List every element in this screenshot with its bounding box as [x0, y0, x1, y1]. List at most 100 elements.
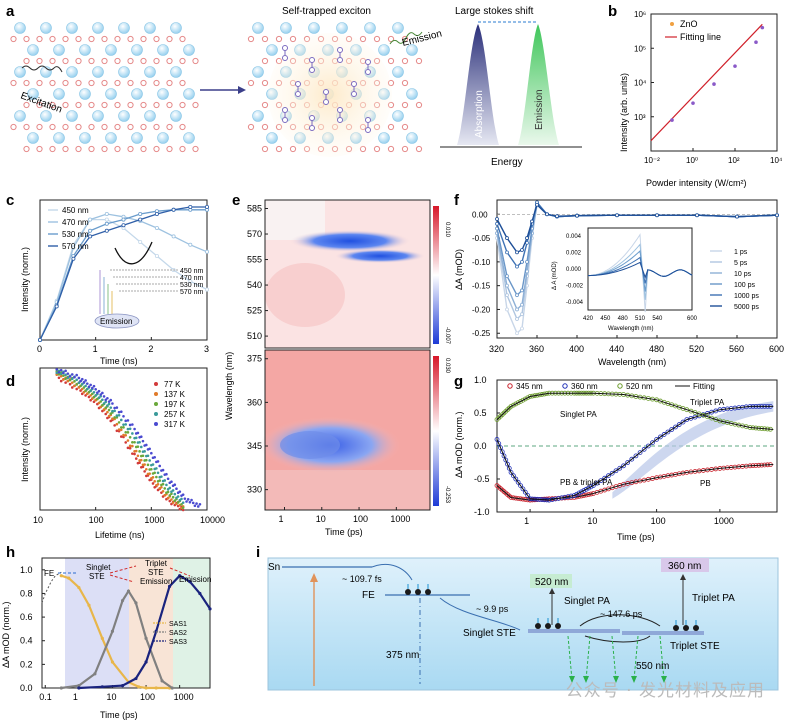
point-g: [629, 456, 635, 462]
nm550-label: 550 nm: [636, 661, 669, 672]
h-emission2: Emission: [179, 575, 211, 584]
tick-label-g-x: 10: [587, 516, 597, 526]
point-d: [64, 377, 67, 381]
tick-label-f-y: -0.25: [472, 329, 491, 338]
point-b: [754, 40, 758, 45]
lattice-atom: [170, 110, 182, 122]
point-d: [122, 433, 125, 437]
point-c: [71, 256, 76, 261]
lattice-atom: [40, 22, 52, 34]
point-h: [134, 601, 138, 605]
point-d: [91, 397, 94, 400]
point-g: [581, 488, 587, 493]
colorbar-top-min: -0.007: [444, 327, 450, 345]
point-d: [106, 410, 109, 414]
lattice-atom: [392, 110, 404, 122]
ste-dimer-atom: [323, 99, 329, 105]
h-arrow-3: [109, 574, 135, 583]
lattice-atom: [79, 132, 91, 144]
emission-tag-bubble: [94, 313, 140, 329]
lattice-anion: [387, 145, 395, 153]
fit-line-b: [650, 23, 763, 142]
inset-tick-f-x: 540: [652, 316, 663, 322]
xlabel-g: Time (ps): [617, 532, 655, 542]
point-d: [195, 502, 198, 505]
lattice-anion: [166, 123, 173, 131]
heatmap-bottom: [260, 350, 430, 510]
point-g: [625, 460, 631, 465]
point-f: [505, 274, 509, 279]
point-d: [193, 504, 197, 508]
lattice-anion: [401, 57, 409, 65]
point-h: [154, 686, 158, 690]
point-d: [150, 467, 153, 471]
excite-arrowhead: [310, 573, 318, 582]
point-d: [73, 380, 76, 383]
process-arrowhead: [238, 86, 246, 94]
point-f: [695, 213, 699, 218]
ylabel-h: ΔA mOD (norm.): [1, 601, 11, 668]
lattice-anion: [75, 145, 82, 153]
ste-dimer-atom: [309, 125, 315, 131]
point-g: [602, 475, 608, 481]
lattice-atom: [79, 88, 91, 100]
point-d: [64, 369, 67, 373]
point-d: [70, 377, 74, 381]
point-d: [178, 490, 182, 493]
lattice-anion: [127, 145, 134, 153]
point-g: [637, 450, 643, 456]
xlabel-d: Lifetime (ns): [95, 530, 145, 540]
tick-label-h-x: 1: [73, 692, 78, 702]
lattice-atom: [40, 110, 52, 122]
lattice-anion: [261, 79, 269, 87]
legend-marker-g: [507, 383, 513, 389]
annotation-g-1: Triplet PA: [690, 398, 725, 407]
point-d: [168, 486, 172, 490]
point-d: [128, 446, 132, 450]
series-h-0: [41, 571, 62, 604]
ste-dimer-atom: [309, 115, 315, 121]
tick-label-g-y: 1.0: [474, 375, 487, 385]
point-d: [68, 382, 72, 386]
tick-label-c-x: 0: [37, 344, 42, 354]
point-d: [82, 381, 86, 384]
lattice-atom: [157, 88, 169, 100]
point-h: [167, 584, 172, 588]
point-f: [535, 202, 539, 207]
t1-label: ~ 109.7 fs: [342, 574, 382, 584]
point-h: [137, 685, 141, 689]
point-d: [198, 503, 202, 506]
point-f: [520, 259, 524, 264]
point-h: [134, 676, 138, 681]
point-d: [92, 384, 96, 388]
ste-dimer-atom: [365, 59, 371, 65]
point-d: [173, 483, 177, 487]
point-d: [175, 487, 178, 491]
ste-dimer-atom: [337, 107, 343, 113]
point-d: [128, 444, 132, 448]
legend-f-3: 100 ps: [734, 282, 756, 289]
point-d: [113, 416, 116, 419]
point-g: [518, 483, 523, 489]
lattice-atom: [66, 22, 78, 34]
legend-g-0: 345 nm: [516, 382, 543, 391]
lattice-anion: [101, 145, 108, 153]
point-d: [148, 447, 151, 451]
annotation-g-3: PB: [700, 479, 711, 488]
series-h-2: [61, 589, 173, 690]
point-h: [178, 574, 182, 578]
point-d: [102, 395, 106, 398]
lattice-anion: [387, 57, 395, 65]
point-g: [511, 473, 516, 479]
point-d: [133, 440, 136, 444]
point-d: [82, 386, 86, 389]
box-360: [661, 558, 709, 572]
emission-arrow: [633, 635, 639, 681]
point-c: [188, 279, 193, 284]
point-g: [665, 429, 671, 435]
tick-label-b-x: 10⁰: [686, 156, 698, 165]
tick-label-g-x: 1000: [714, 516, 734, 526]
point-f: [505, 307, 509, 312]
point-h: [144, 636, 148, 640]
plot-frame-e-bottom: [264, 349, 431, 511]
